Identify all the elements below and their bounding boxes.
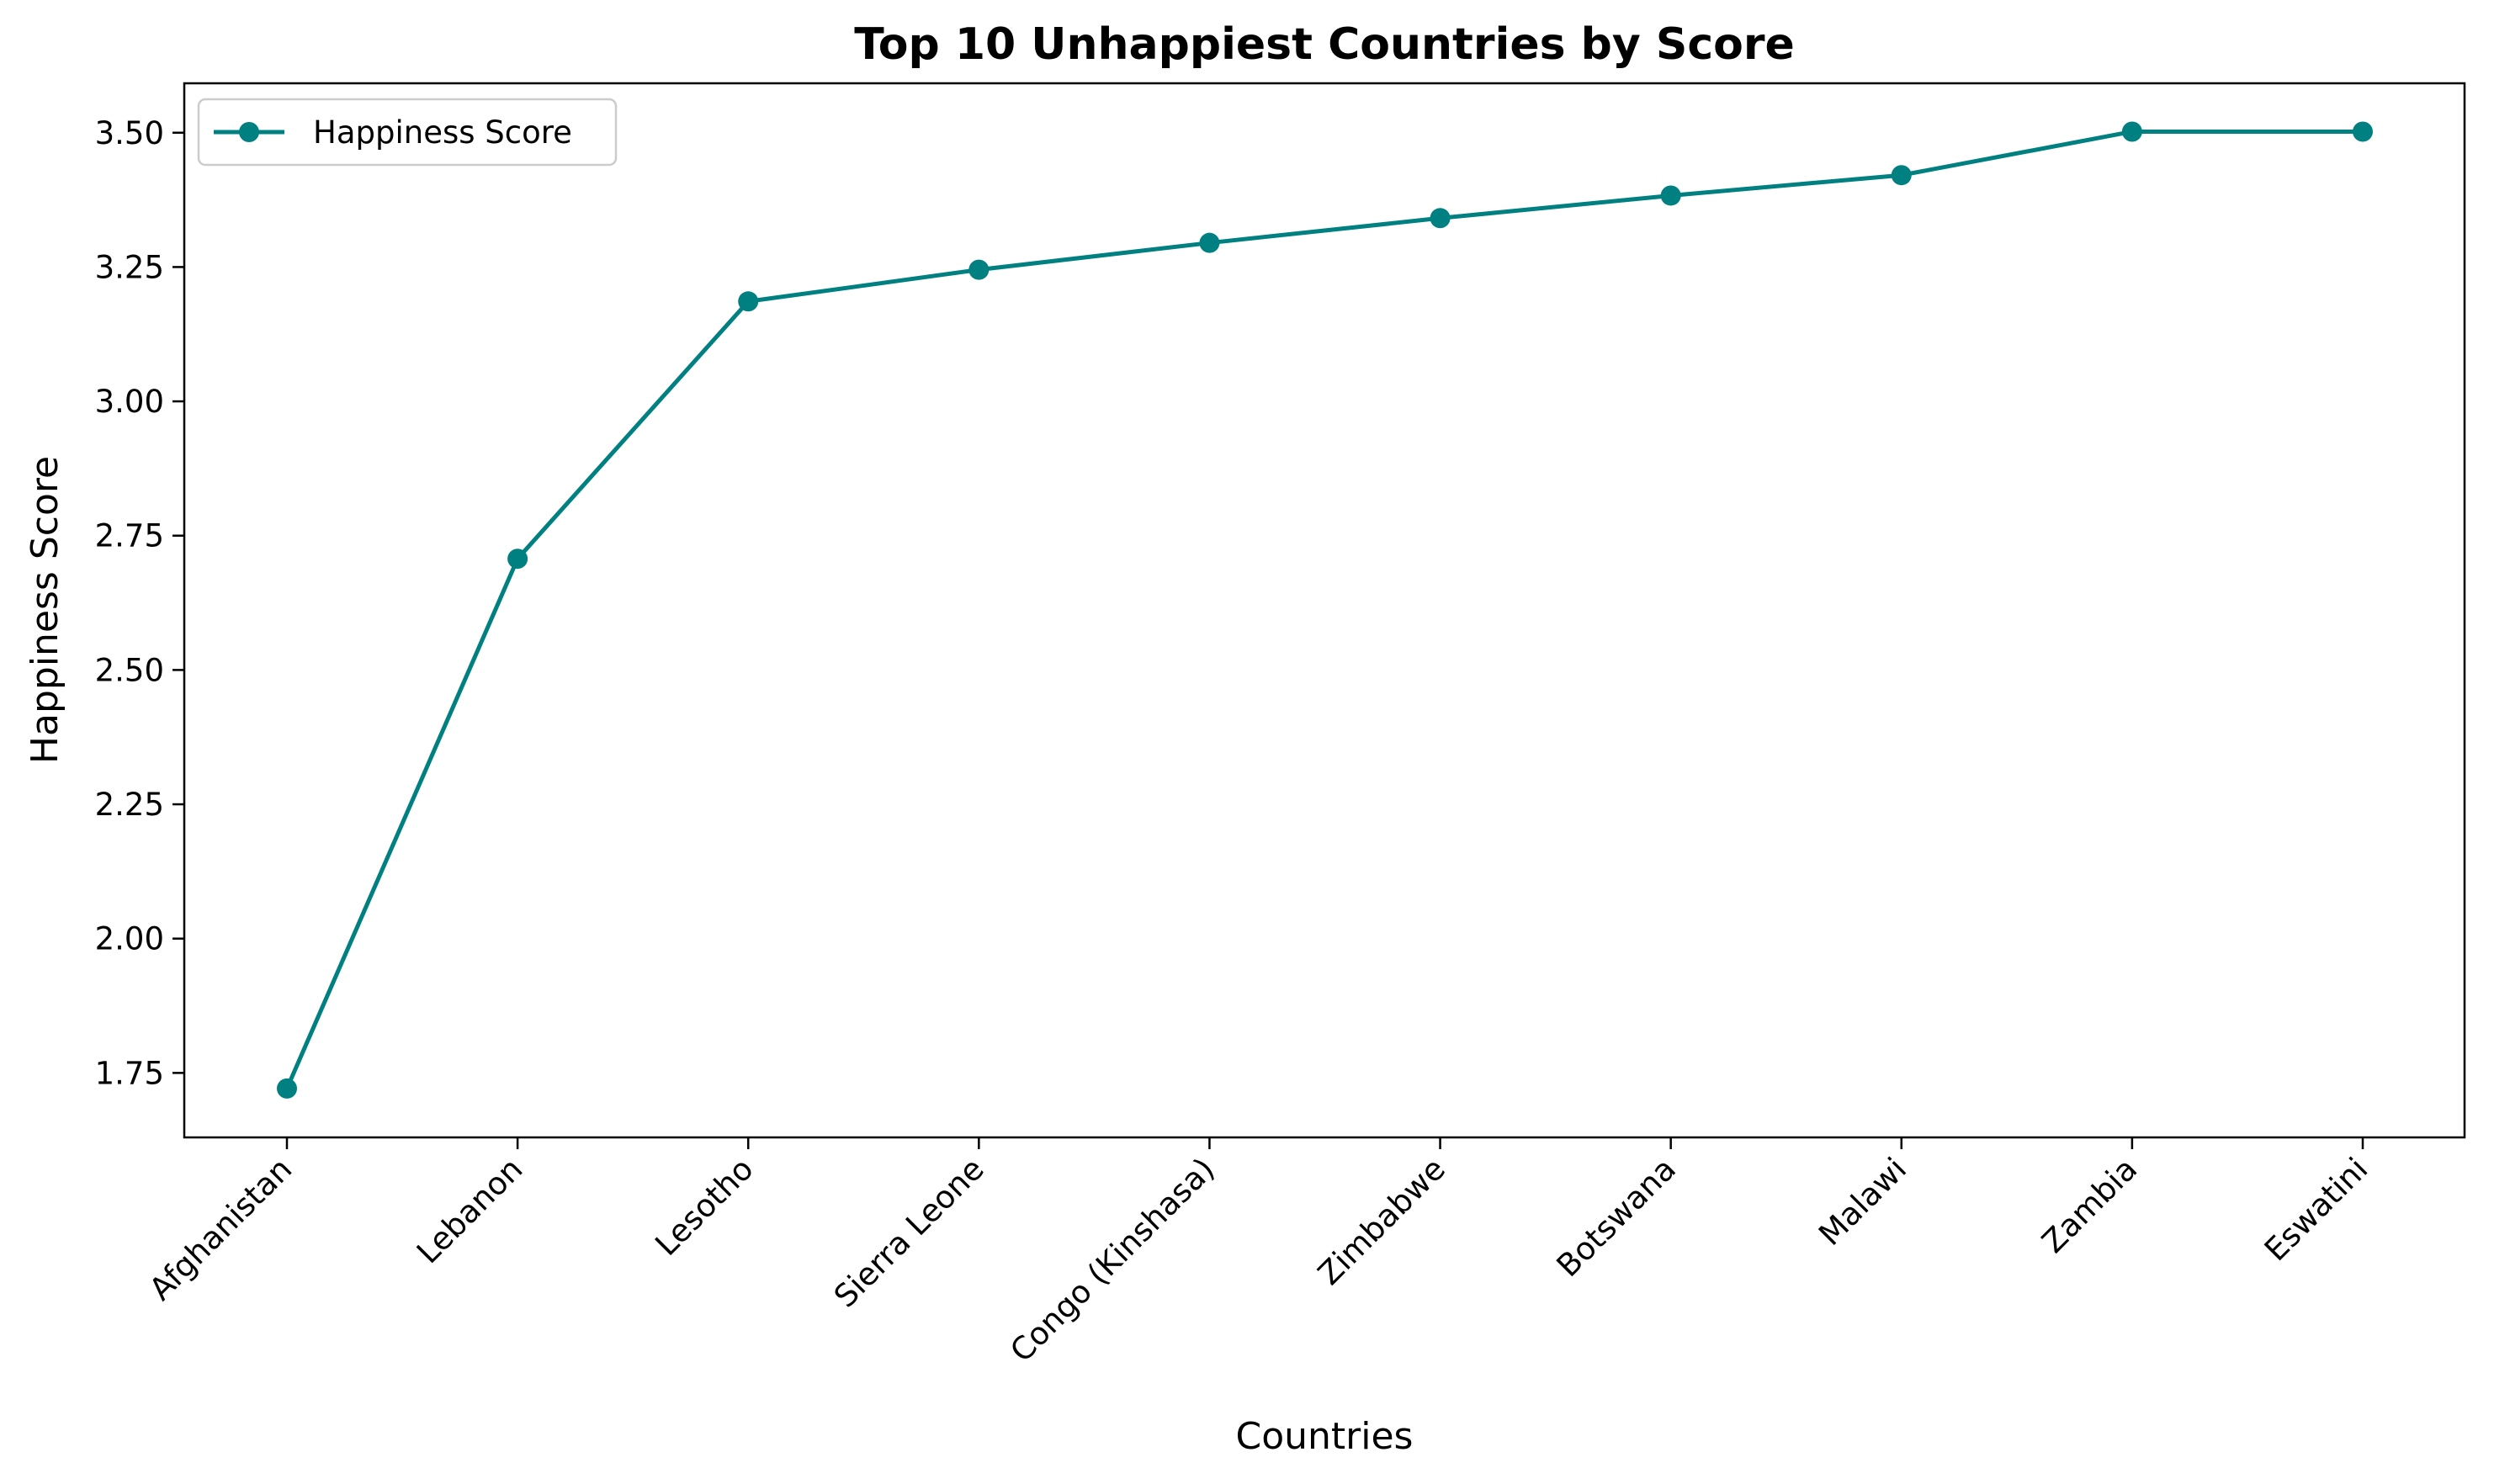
x-axis-label: Countries <box>1236 1415 1414 1458</box>
data-point <box>507 549 528 570</box>
plot-frame <box>183 82 2466 1139</box>
y-tick-label: 2.75 <box>95 518 164 554</box>
x-tick-label: Zimbabwe <box>1311 1151 1452 1292</box>
data-point <box>738 291 759 312</box>
y-tick-label: 3.50 <box>95 115 164 151</box>
y-tick-label: 3.00 <box>95 384 164 420</box>
x-tick-label: Lebanon <box>410 1151 529 1270</box>
x-tick-label: Eswatini <box>2258 1151 2375 1268</box>
legend-box <box>197 98 618 167</box>
legend-label: Happiness Score <box>313 114 572 151</box>
x-tick-label: Sierra Leone <box>827 1151 991 1315</box>
data-point <box>968 259 990 280</box>
legend-marker <box>239 122 259 142</box>
y-tick-label: 1.75 <box>95 1055 164 1091</box>
data-point <box>277 1078 297 1099</box>
data-point <box>1891 165 1912 186</box>
series-layer <box>277 121 2373 1099</box>
y-axis-label: Happiness Score <box>24 456 66 764</box>
x-tick-label: Malawi <box>1812 1151 1913 1253</box>
x-tick-label: Botswana <box>1550 1151 1683 1284</box>
data-point <box>1430 208 1451 229</box>
x-tick-label: Zambia <box>2035 1151 2144 1260</box>
chart-title: Top 10 Unhappiest Countries by Score <box>854 19 1795 70</box>
data-point <box>1660 185 1681 206</box>
y-tick-label: 3.25 <box>95 249 164 285</box>
y-tick-label: 2.25 <box>95 787 164 823</box>
series-line <box>284 129 2363 1089</box>
data-point <box>2353 121 2373 142</box>
y-tick-label: 2.00 <box>95 921 164 957</box>
x-tick-label: Congo (Kinshasa) <box>1003 1151 1222 1370</box>
x-tick-label: Lesotho <box>648 1151 760 1263</box>
y-tick-label: 2.50 <box>95 652 164 688</box>
data-point <box>1199 232 1220 253</box>
x-tick-label: Afghanistan <box>142 1151 299 1307</box>
data-point <box>2121 121 2142 142</box>
legend: Happiness Score <box>197 98 618 167</box>
